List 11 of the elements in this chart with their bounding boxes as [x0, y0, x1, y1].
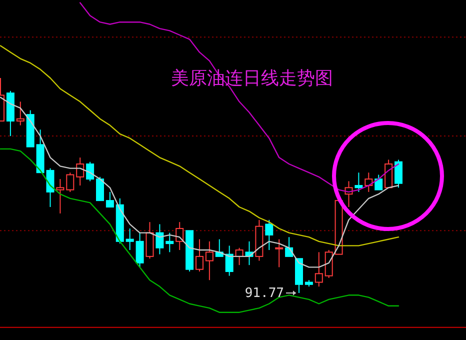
candlestick — [56, 178, 64, 214]
candlestick — [176, 222, 184, 250]
candlestick — [76, 157, 84, 186]
candlestick — [126, 228, 134, 250]
candlestick — [225, 245, 234, 276]
candlestick — [255, 219, 264, 262]
candlestick — [156, 224, 164, 255]
annotation: 91.77 — [244, 286, 284, 301]
candlestick — [205, 240, 214, 281]
chart-title: 美原油连日线走势图 — [171, 68, 333, 89]
candlestick — [16, 101, 24, 126]
